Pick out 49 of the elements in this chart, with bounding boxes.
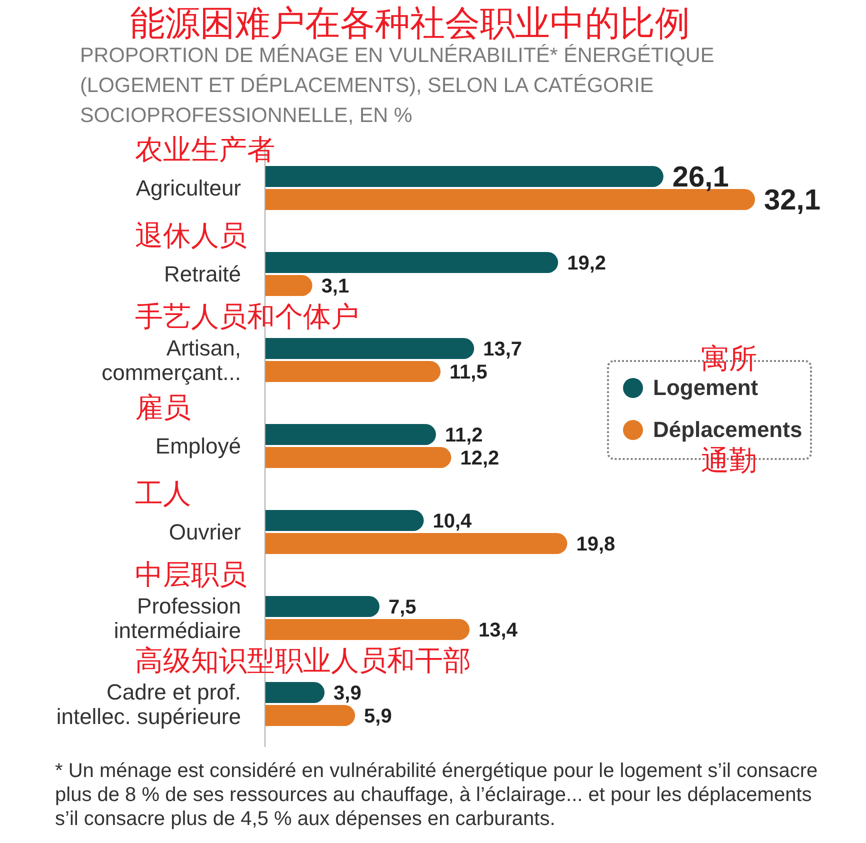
bar — [265, 275, 312, 296]
data-label: 12,2 — [460, 448, 500, 470]
data-label: 19,8 — [576, 534, 616, 556]
chart-title: 能源困难户在各种社会职业中的比例 — [130, 4, 690, 44]
annotation: 农业生产者 — [135, 135, 275, 166]
y-tick-label: Retraité — [164, 262, 241, 287]
bar — [265, 338, 474, 359]
data-label: 5,9 — [364, 706, 392, 728]
bar — [265, 361, 441, 382]
legend-label: Logement — [653, 374, 758, 402]
y-tick-label: Employé — [155, 434, 241, 459]
bar — [265, 189, 755, 210]
y-tick-label: Cadre et prof. intellec. supérieure — [56, 679, 241, 730]
legend-label: Déplacements — [653, 416, 802, 444]
y-tick-label: Agriculteur — [136, 176, 241, 201]
text: * Un ménage est considéré en vulnérabilité énergétique pour le logement s’il consacre plus de 8 % de ses ressources au chauffage, à l’éclairage... et pour les déplacements s’il consacre plus de 4,5 % aux dépenses en carburants. — [55, 759, 818, 831]
bar — [265, 596, 380, 617]
bar — [265, 252, 558, 273]
data-label: 3,1 — [321, 276, 350, 298]
bar — [265, 619, 470, 640]
bar — [265, 682, 325, 703]
bar — [265, 510, 424, 531]
y-tick-label: Ouvrier — [168, 520, 241, 545]
data-label: 13,7 — [483, 338, 522, 360]
text: 雇员 — [135, 393, 191, 424]
bar — [265, 705, 356, 726]
data-label: 26,1 — [672, 162, 729, 194]
bar — [265, 533, 568, 554]
data-label: 32,1 — [764, 184, 820, 217]
bar — [265, 166, 664, 187]
data-label: 13,4 — [478, 620, 518, 642]
y-tick-label: Artisan, commerçant... — [102, 335, 241, 386]
data-label: 7,5 — [388, 596, 416, 618]
data-label: 10,4 — [432, 510, 473, 532]
text: 工人 — [135, 479, 191, 510]
annotation: 高级知识型职业人员和干部 — [135, 646, 471, 677]
bar — [265, 447, 452, 468]
data-label: 11,2 — [444, 424, 483, 446]
annotation: 寓所 — [701, 344, 757, 375]
annotation: 手艺人员和个体户 — [135, 302, 359, 333]
data-label: 19,2 — [567, 252, 606, 274]
chart-subtitle: PROPORTION DE MÉNAGE EN VULNÉRABILITÉ* ÉNERGÉTIQUE (LOGEMENT ET DÉPLACEMENTS), SELON LA CATÉGORIE SOCIOPROFESSIONNELLE, EN % — [80, 44, 714, 127]
text: 中层职员 — [135, 560, 247, 591]
annotation: 通勤 — [701, 446, 757, 477]
bar — [265, 424, 436, 445]
data-label: 3,9 — [334, 682, 362, 704]
text: 退休人员 — [135, 221, 247, 252]
data-label: 11,5 — [450, 362, 488, 384]
y-tick-label: Profession intermédiaire — [114, 593, 241, 644]
